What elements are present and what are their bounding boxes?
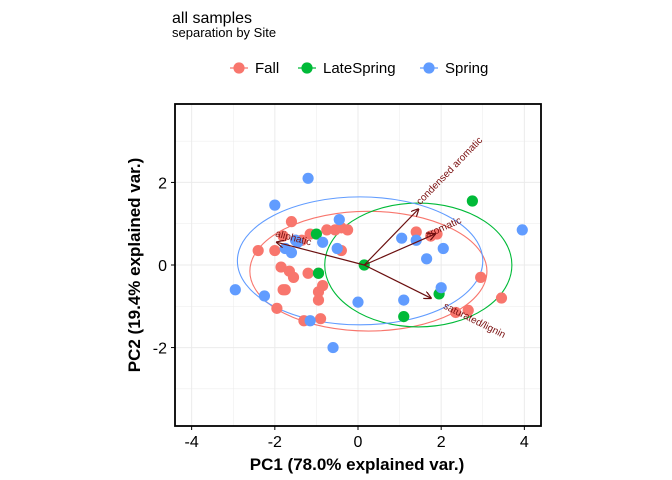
legend-label-latespring: LateSpring xyxy=(323,60,396,77)
point-fall xyxy=(252,244,264,257)
grid xyxy=(175,104,541,426)
point-spring xyxy=(396,232,408,244)
legend-key-spring xyxy=(423,62,435,74)
point-spring xyxy=(258,290,271,302)
point-spring xyxy=(269,199,281,211)
ellipse-spring xyxy=(236,196,484,326)
point-spring xyxy=(352,296,364,308)
points xyxy=(229,172,528,354)
point-latespring xyxy=(398,311,410,323)
point-fall xyxy=(277,284,289,296)
ellipse-latespring xyxy=(324,202,513,328)
point-fall xyxy=(275,261,287,273)
legend-label-fall: Fall xyxy=(255,60,279,77)
point-fall xyxy=(475,271,487,283)
x-axis-label: PC1 (78.0% explained var.) xyxy=(250,455,465,474)
point-spring xyxy=(437,242,449,255)
y-tick-label: 0 xyxy=(158,258,167,275)
point-spring xyxy=(327,341,339,354)
axis-ticks: -4 -2 0 2 4 -2 0 2 xyxy=(153,175,529,451)
legend-key-latespring xyxy=(301,62,313,74)
ellipse-fall xyxy=(249,210,488,332)
point-latespring xyxy=(312,267,325,279)
point-fall xyxy=(287,271,300,283)
point-latespring xyxy=(310,228,323,240)
chart-subtitle: separation by Site xyxy=(172,25,276,40)
point-fall xyxy=(462,304,474,317)
point-spring xyxy=(292,236,304,248)
loading-arrow xyxy=(277,242,365,266)
point-spring xyxy=(302,172,314,184)
loading-arrow xyxy=(363,264,431,298)
point-fall xyxy=(321,224,333,236)
point-spring xyxy=(317,236,329,248)
y-axis-label: PC2 (19.4% explained var.) xyxy=(125,158,144,373)
point-fall xyxy=(271,302,283,314)
point-fall xyxy=(410,226,422,238)
ellipses xyxy=(236,196,513,332)
point-latespring xyxy=(466,195,478,207)
legend-label-spring: Spring xyxy=(445,60,488,77)
loading-label: saturated/lignin xyxy=(441,301,507,341)
point-spring xyxy=(421,253,433,265)
x-tick-label: 0 xyxy=(354,434,363,451)
point-fall xyxy=(285,216,298,228)
legend-key-fall xyxy=(233,62,245,74)
loading-arrow xyxy=(363,234,435,266)
point-spring xyxy=(229,284,241,296)
point-fall xyxy=(314,313,327,325)
point-fall xyxy=(269,244,281,257)
point-spring xyxy=(333,213,345,226)
point-spring xyxy=(285,247,298,259)
point-fall xyxy=(302,267,314,279)
plot-area: condensed aromaticaromaticaliphaticsatur… xyxy=(153,103,542,451)
point-fall xyxy=(277,230,289,242)
point-fall xyxy=(495,292,508,304)
point-spring xyxy=(435,282,447,294)
point-fall xyxy=(312,294,325,306)
point-spring xyxy=(516,224,528,236)
x-tick-label: -4 xyxy=(185,434,199,451)
point-fall xyxy=(317,280,329,292)
point-fall xyxy=(342,224,354,236)
point-fall xyxy=(450,306,462,319)
x-tick-label: -2 xyxy=(268,434,282,451)
legend: Fall LateSpring Spring xyxy=(230,60,488,77)
y-tick-label: 2 xyxy=(158,175,167,192)
loading-label: aromatic xyxy=(424,215,464,240)
point-spring xyxy=(304,315,316,327)
loading-arrow xyxy=(363,209,418,266)
point-spring xyxy=(398,294,410,306)
x-tick-label: 2 xyxy=(437,434,446,451)
x-tick-label: 4 xyxy=(520,434,529,451)
y-tick-label: -2 xyxy=(153,341,167,358)
chart-title: all samples xyxy=(172,10,252,27)
point-spring xyxy=(331,242,343,255)
